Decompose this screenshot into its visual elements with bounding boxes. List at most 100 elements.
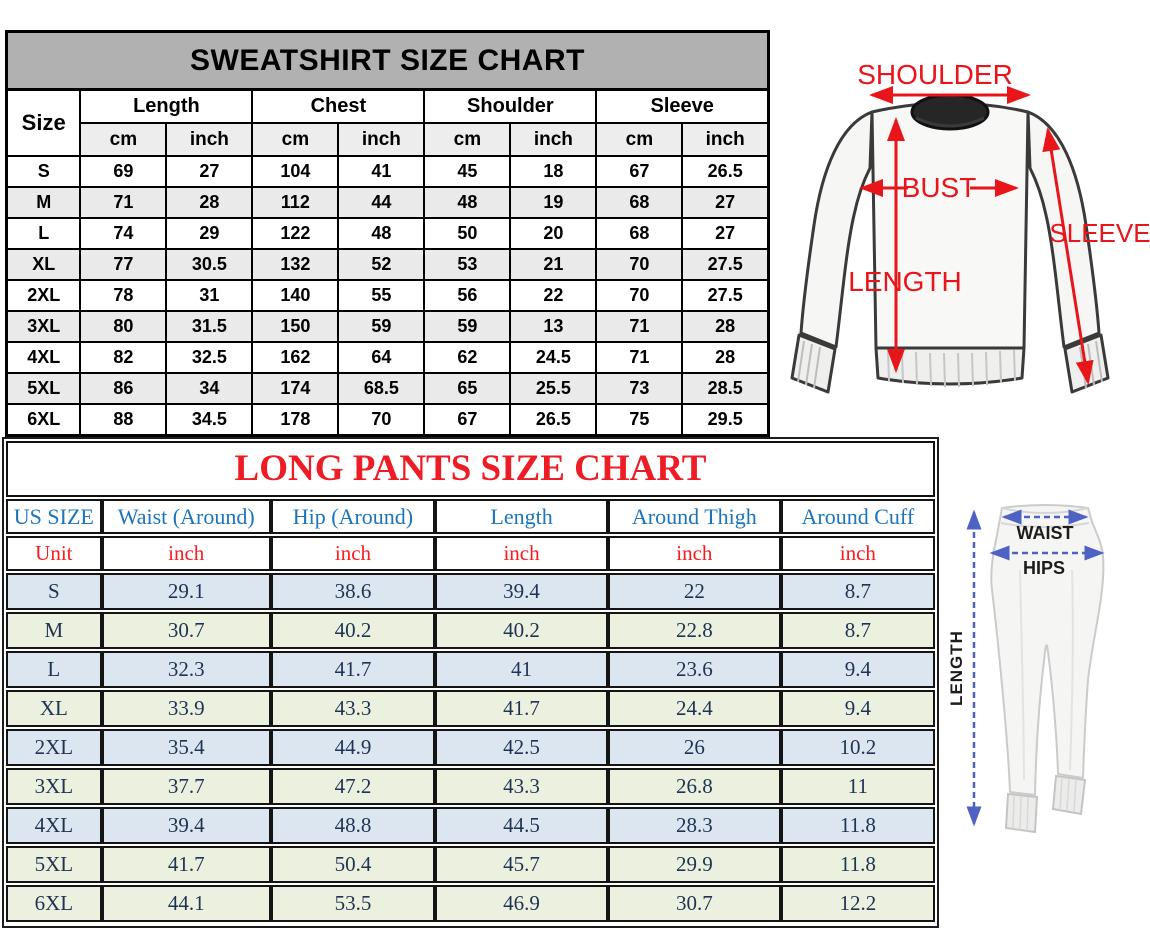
value-cell: 38.6 (270, 573, 436, 610)
unit-header-inch: inch (681, 122, 770, 157)
value-cell: 8.7 (780, 573, 935, 610)
table-row: 3XL 37.7 47.2 43.3 26.8 11 (6, 768, 935, 805)
value-cell: 174 (251, 372, 340, 405)
value-cell: 47.2 (270, 768, 436, 805)
table-row: 2XL 35.4 44.9 42.5 26 10.2 (6, 729, 935, 766)
value-cell: 74 (79, 217, 168, 250)
value-cell: 140 (251, 279, 340, 312)
header-waist: Waist (Around) (101, 499, 271, 534)
table-row: 2XL 78 31 140 55 56 22 70 27.5 (5, 279, 770, 312)
value-cell: 26 (607, 729, 781, 766)
value-cell: 50 (423, 217, 512, 250)
value-cell: 26.5 (509, 403, 598, 437)
value-cell: 39.4 (101, 807, 271, 844)
value-cell: 122 (251, 217, 340, 250)
value-cell: 71 (595, 310, 684, 343)
value-cell: 42.5 (435, 729, 608, 766)
value-cell: 65 (423, 372, 512, 405)
value-cell: 30.5 (165, 248, 254, 281)
value-cell: 44.9 (270, 729, 436, 766)
hips-label: HIPS (1023, 558, 1065, 578)
length-group-header: Length (79, 88, 254, 124)
unit-header-cm: cm (595, 122, 684, 157)
length-label: LENGTH (848, 266, 962, 297)
value-cell: 44 (337, 186, 426, 219)
sweatshirt-table-body: S 69 27 104 41 45 18 67 26.5 M 71 28 112 44 48 19 68 27 L 7… (5, 155, 770, 437)
table-row: 5XL 86 34 174 68.5 65 25.5 73 28.5 (5, 372, 770, 405)
value-cell: 41 (435, 651, 608, 688)
unit-header-cm: cm (251, 122, 340, 157)
value-cell: 88 (79, 403, 168, 437)
value-cell: 20 (509, 217, 598, 250)
unit-label: Unit (6, 536, 102, 571)
shoulder-label: SHOULDER (857, 59, 1013, 90)
value-cell: 71 (595, 341, 684, 374)
value-cell: 73 (595, 372, 684, 405)
value-cell: 13 (509, 310, 598, 343)
value-cell: 59 (423, 310, 512, 343)
sweatshirt-measurement-figure: SHOULDER BUST LENGTH SLEEVE (770, 0, 1150, 435)
value-cell: 71 (79, 186, 168, 219)
value-cell: 27.5 (681, 279, 770, 312)
value-cell: 48 (423, 186, 512, 219)
value-cell: 44.1 (101, 885, 271, 922)
value-cell: 37.7 (101, 768, 271, 805)
value-cell: 29.9 (607, 846, 781, 883)
header-us-size: US SIZE (6, 499, 102, 534)
bust-label: BUST (902, 172, 977, 203)
value-cell: 29.5 (681, 403, 770, 437)
shoulder-group-header: Shoulder (423, 88, 598, 124)
value-cell: 46.9 (435, 885, 608, 922)
unit-header-cm: cm (423, 122, 512, 157)
table-row: 5XL 41.7 50.4 45.7 29.9 11.8 (6, 846, 935, 883)
value-cell: 24.5 (509, 341, 598, 374)
size-cell: M (6, 612, 102, 649)
value-cell: 28 (681, 341, 770, 374)
size-column-header: Size (5, 88, 82, 157)
sleeve-label: SLEEVE (1049, 218, 1150, 248)
value-cell: 40.2 (435, 612, 608, 649)
table-row: 4XL 39.4 48.8 44.5 28.3 11.8 (6, 807, 935, 844)
table-row: 6XL 88 34.5 178 70 67 26.5 75 29.5 (5, 403, 770, 437)
value-cell: 50.4 (270, 846, 436, 883)
value-cell: 11.8 (780, 807, 935, 844)
table-row: L 74 29 122 48 50 20 68 27 (5, 217, 770, 250)
table-row: S 69 27 104 41 45 18 67 26.5 (5, 155, 770, 188)
table-row: 6XL 44.1 53.5 46.9 30.7 12.2 (6, 885, 935, 922)
value-cell: 80 (79, 310, 168, 343)
value-cell: 27 (165, 155, 254, 188)
value-cell: 34 (165, 372, 254, 405)
value-cell: 24.4 (607, 690, 781, 727)
value-cell: 28.5 (681, 372, 770, 405)
sweatshirt-size-chart: SWEATSHIRT SIZE CHART Size Length Chest … (5, 30, 770, 437)
sweatshirt-chart-title: SWEATSHIRT SIZE CHART (5, 30, 770, 91)
value-cell: 45.7 (435, 846, 608, 883)
header-around-cuff: Around Cuff (780, 499, 935, 534)
value-cell: 27 (681, 217, 770, 250)
value-cell: 28 (165, 186, 254, 219)
value-cell: 59 (337, 310, 426, 343)
value-cell: 22.8 (607, 612, 781, 649)
value-cell: 162 (251, 341, 340, 374)
pants-table: US SIZE Waist (Around) Hip (Around) Leng… (6, 497, 935, 924)
size-cell: 4XL (5, 341, 82, 374)
value-cell: 32.3 (101, 651, 271, 688)
value-cell: 86 (79, 372, 168, 405)
size-cell: 6XL (6, 885, 102, 922)
value-cell: 40.2 (270, 612, 436, 649)
value-cell: 29.1 (101, 573, 271, 610)
value-cell: 9.4 (780, 651, 935, 688)
value-cell: 53 (423, 248, 512, 281)
value-cell: 31.5 (165, 310, 254, 343)
size-cell: 4XL (6, 807, 102, 844)
value-cell: 27 (681, 186, 770, 219)
value-cell: 150 (251, 310, 340, 343)
size-cell: 5XL (5, 372, 82, 405)
value-cell: 41.7 (101, 846, 271, 883)
value-cell: 11 (780, 768, 935, 805)
value-cell: 26.8 (607, 768, 781, 805)
size-cell: 2XL (5, 279, 82, 312)
value-cell: 64 (337, 341, 426, 374)
value-cell: 77 (79, 248, 168, 281)
unit-inch: inch (101, 536, 271, 571)
